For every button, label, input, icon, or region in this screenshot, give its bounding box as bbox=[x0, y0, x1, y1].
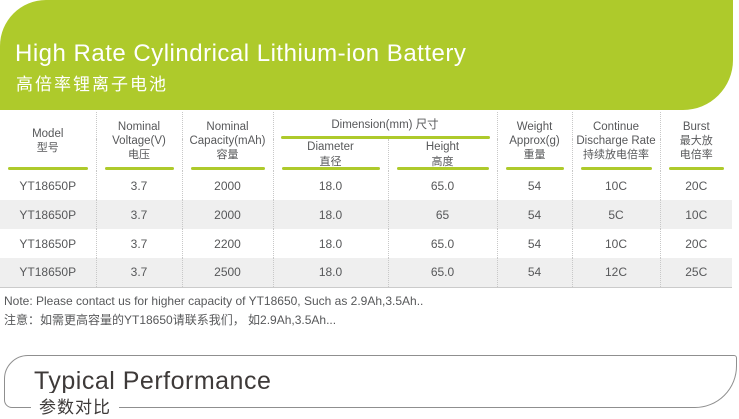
col-header-model: Model 型号 bbox=[0, 112, 96, 171]
note-text-en: Note: Please contact us for higher capac… bbox=[4, 294, 424, 308]
cell-voltage: 3.7 bbox=[95, 229, 182, 258]
table-row: YT18650P 3.7 2200 18.0 65.0 54 10C 20C bbox=[0, 229, 732, 258]
section-title-cn: 参数对比 bbox=[31, 393, 119, 418]
cell-diameter: 18.0 bbox=[272, 171, 388, 200]
header-banner: High Rate Cylindrical Lithium-ion Batter… bbox=[0, 0, 733, 110]
cell-burst: 20C bbox=[659, 171, 732, 200]
cell-weight: 54 bbox=[496, 258, 572, 288]
section-title-en: Typical Performance bbox=[34, 367, 272, 395]
cell-height: 65 bbox=[387, 200, 497, 229]
col-header-burst: Burst 最大放 电倍率 bbox=[659, 112, 732, 171]
cell-capacity: 2000 bbox=[181, 200, 273, 229]
cell-weight: 54 bbox=[496, 229, 572, 258]
cell-capacity: 2200 bbox=[181, 229, 273, 258]
cell-weight: 54 bbox=[496, 200, 572, 229]
col-header-weight: Weight Approx(g) 重量 bbox=[496, 112, 572, 171]
cell-model: YT18650P bbox=[0, 229, 96, 258]
col-header-height: Height 高度 bbox=[387, 139, 497, 171]
cell-height: 65.0 bbox=[387, 258, 497, 288]
col-header-diameter: Diameter 直径 bbox=[272, 139, 388, 171]
cell-model: YT18650P bbox=[0, 258, 96, 288]
cell-height: 65.0 bbox=[387, 171, 497, 200]
cell-voltage: 3.7 bbox=[95, 171, 182, 200]
cell-discharge-rate: 10C bbox=[571, 229, 660, 258]
cell-discharge-rate: 12C bbox=[571, 258, 660, 288]
cell-discharge-rate: 5C bbox=[571, 200, 660, 229]
cell-capacity: 2500 bbox=[181, 258, 273, 288]
cell-diameter: 18.0 bbox=[272, 200, 388, 229]
cell-discharge-rate: 10C bbox=[571, 171, 660, 200]
cell-model: YT18650P bbox=[0, 200, 96, 229]
product-title-en: High Rate Cylindrical Lithium-ion Batter… bbox=[15, 40, 467, 67]
cell-weight: 54 bbox=[496, 171, 572, 200]
cell-voltage: 3.7 bbox=[95, 258, 182, 288]
note-block: Note: Please contact us for higher capac… bbox=[4, 294, 423, 328]
col-header-dimension-group: Dimension(mm) 尺寸 bbox=[272, 112, 497, 139]
table-row: YT18650P 3.7 2000 18.0 65 54 5C 10C bbox=[0, 200, 732, 229]
col-header-discharge-rate: Continue Discharge Rate 持续放电倍率 bbox=[571, 112, 660, 171]
cell-voltage: 3.7 bbox=[95, 200, 182, 229]
cell-diameter: 18.0 bbox=[272, 258, 388, 288]
spec-table: Model 型号 Nominal Voltage(V) 电压 Nominal C… bbox=[0, 112, 732, 288]
typical-performance-section: Typical Performance 参数对比 bbox=[4, 355, 737, 418]
col-header-capacity: Nominal Capacity(mAh) 容量 bbox=[181, 112, 273, 171]
cell-diameter: 18.0 bbox=[272, 229, 388, 258]
product-title-cn: 高倍率锂离子电池 bbox=[16, 75, 168, 94]
col-header-voltage: Nominal Voltage(V) 电压 bbox=[95, 112, 182, 171]
cell-height: 65.0 bbox=[387, 229, 497, 258]
note-text-cn: 注意：如需更高容量的YT18650请联系我们， 如2.9Ah,3.5Ah... bbox=[4, 313, 337, 327]
cell-capacity: 2000 bbox=[181, 171, 273, 200]
cell-burst: 10C bbox=[659, 200, 732, 229]
cell-model: YT18650P bbox=[0, 171, 96, 200]
cell-burst: 25C bbox=[659, 258, 732, 288]
cell-burst: 20C bbox=[659, 229, 732, 258]
table-row: YT18650P 3.7 2000 18.0 65.0 54 10C 20C bbox=[0, 171, 732, 200]
table-row: YT18650P 3.7 2500 18.0 65.0 54 12C 25C bbox=[0, 258, 732, 288]
